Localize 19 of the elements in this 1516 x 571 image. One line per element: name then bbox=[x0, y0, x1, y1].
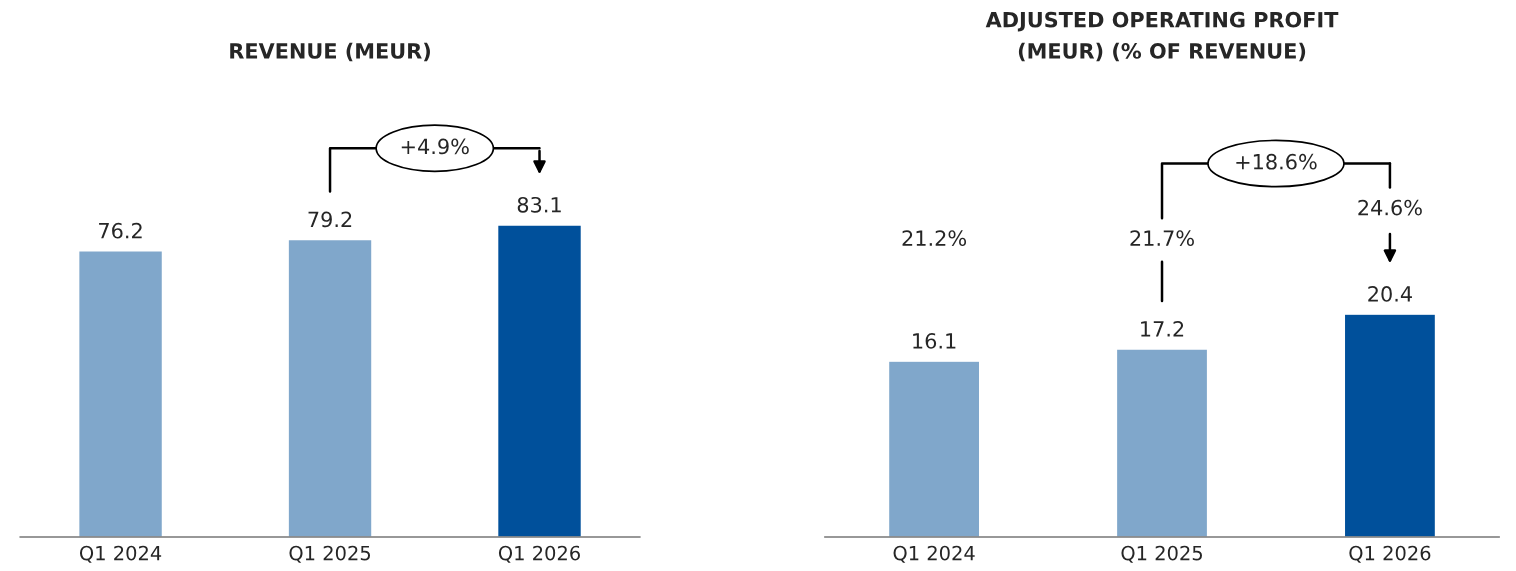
text: +18.6% bbox=[1236, 153, 1317, 170]
x-tick-label: Q1 2026 bbox=[498, 545, 580, 563]
data-label: 83.1 bbox=[517, 196, 561, 213]
x-tick-label: Q1 2024 bbox=[79, 545, 162, 563]
data-label: 17.2 bbox=[1141, 320, 1184, 337]
text: +4.9% bbox=[401, 138, 469, 155]
data-label: 16.1 bbox=[913, 333, 956, 349]
text: 21.2% bbox=[902, 230, 967, 247]
text: 24.6% bbox=[1358, 199, 1422, 216]
x-tick-label: Q1 2025 bbox=[1121, 545, 1202, 563]
text: 21.7% bbox=[1130, 230, 1194, 247]
x-tick-label: Q1 2026 bbox=[1349, 545, 1431, 563]
chart-title: ADJUSTED OPERATING PROFIT (MEUR) (% OF REVENUE) bbox=[985, 11, 1339, 62]
data-label: 76.2 bbox=[99, 222, 142, 239]
x-tick-label: Q1 2024 bbox=[893, 545, 975, 563]
data-label: 79.2 bbox=[308, 211, 352, 228]
chart-title: REVENUE (MEUR) bbox=[230, 42, 430, 62]
data-label: 20.4 bbox=[1368, 286, 1412, 302]
x-tick-label: Q1 2025 bbox=[289, 545, 370, 563]
